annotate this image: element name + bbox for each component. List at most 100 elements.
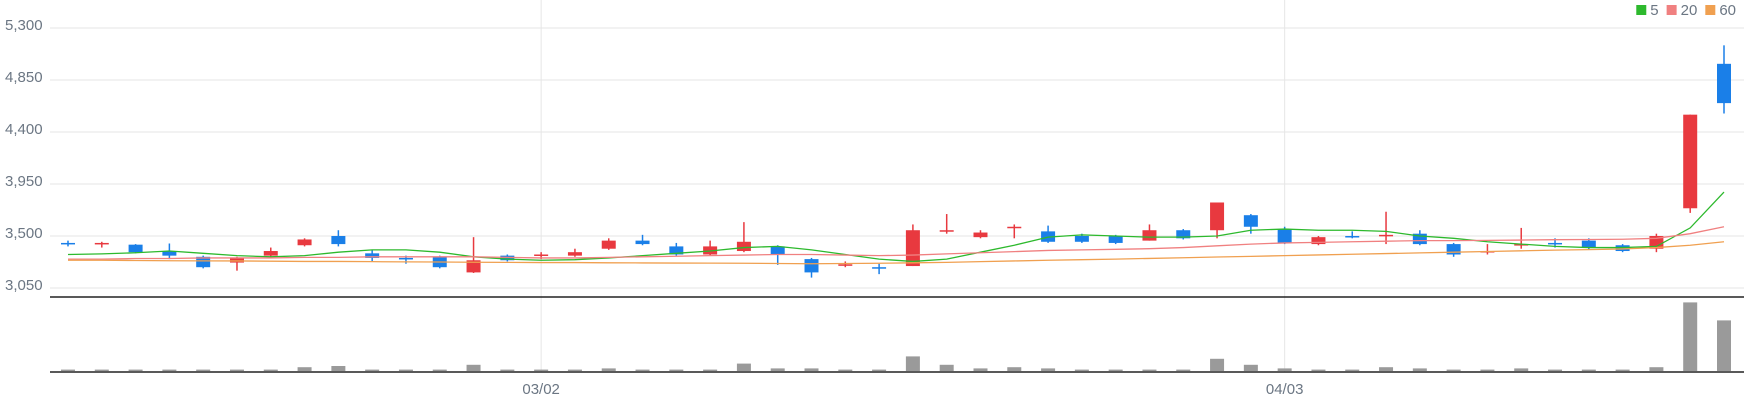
candle-body	[398, 257, 413, 260]
legend-swatch	[1705, 5, 1716, 15]
candle-body	[601, 240, 616, 249]
volume-bar	[804, 368, 819, 371]
candle-body	[466, 260, 481, 273]
volume-bar	[94, 369, 109, 371]
candle-body	[736, 241, 751, 252]
y-tick-label: 3,050	[5, 277, 43, 294]
volume-bar	[61, 369, 75, 371]
candle-body	[973, 232, 988, 238]
candle-body	[905, 230, 920, 267]
candle-body	[1210, 202, 1225, 231]
y-tick-label: 5,300	[5, 17, 43, 34]
volume-bar	[297, 367, 312, 371]
volume-bar	[500, 369, 515, 371]
y-tick-label: 3,950	[5, 173, 43, 190]
candle-body	[61, 242, 75, 245]
x-tick-label: 04/03	[1266, 381, 1304, 398]
volume-bar	[331, 366, 346, 371]
candle-body	[1277, 229, 1292, 243]
candle-body	[1649, 236, 1664, 249]
candle-body	[331, 236, 346, 245]
candle-body	[669, 246, 684, 255]
candle-body	[635, 240, 650, 245]
volume-bar	[1311, 369, 1326, 371]
legend-swatch	[1636, 5, 1647, 15]
volume-bar	[1717, 320, 1731, 371]
volume-bar	[1379, 367, 1394, 371]
volume-bar	[365, 369, 380, 371]
volume-bar	[1514, 368, 1529, 371]
y-tick-label: 3,500	[5, 225, 43, 242]
candle-body	[1717, 63, 1731, 104]
candle-body	[1243, 215, 1258, 227]
candle-body	[1007, 226, 1022, 229]
candle-body	[263, 251, 278, 256]
volume-bar	[1007, 367, 1022, 371]
candle-body	[128, 244, 143, 253]
candle-body	[1311, 237, 1326, 245]
volume-bar	[1683, 302, 1698, 371]
volume-bar	[770, 368, 785, 371]
ma-line	[68, 241, 1725, 265]
volume-bar	[567, 369, 582, 371]
volume-bar	[1615, 369, 1630, 371]
volume-bar	[905, 356, 920, 371]
volume-bar	[1480, 369, 1495, 371]
candle-body	[1142, 230, 1157, 241]
volume-bar	[1108, 369, 1123, 371]
volume-bar	[1412, 368, 1427, 371]
volume-bar	[534, 369, 549, 371]
x-tick-label: 03/02	[522, 381, 560, 398]
candle-body	[1074, 236, 1089, 242]
candle-body	[1176, 230, 1191, 239]
volume-bar	[398, 369, 413, 371]
volume-bar	[601, 368, 616, 371]
volume-bar	[838, 369, 853, 371]
candle-body	[229, 257, 244, 263]
candle-body	[365, 253, 380, 258]
candle-body	[1345, 236, 1360, 238]
candle-body	[804, 259, 819, 273]
volume-bar	[973, 368, 988, 371]
volume-bar	[1176, 369, 1191, 371]
volume-bar	[1277, 368, 1292, 371]
candle-body	[94, 242, 109, 245]
volume-bar	[196, 369, 211, 371]
volume-bar	[1142, 369, 1157, 371]
candle-body	[196, 256, 211, 268]
volume-bar	[1041, 368, 1056, 371]
candle-body	[838, 264, 853, 266]
candle-body	[939, 230, 954, 232]
legend-label: 5	[1650, 2, 1658, 19]
volume-bar	[703, 369, 718, 371]
ma-line	[68, 226, 1725, 260]
volume-bar	[1210, 358, 1225, 371]
y-tick-label: 4,850	[5, 69, 43, 86]
candle-body	[1379, 234, 1394, 237]
legend-label: 60	[1719, 2, 1736, 19]
volume-bar	[1548, 369, 1563, 371]
y-tick-label: 4,400	[5, 121, 43, 138]
volume-bar	[736, 363, 751, 371]
candle-body	[1446, 244, 1461, 255]
candle-body	[534, 254, 549, 256]
volume-bar	[229, 369, 244, 371]
legend-swatch	[1666, 5, 1677, 15]
volume-bar	[162, 369, 177, 371]
candle-body	[1514, 244, 1529, 246]
candle-body	[1108, 236, 1123, 243]
candle-body	[1548, 242, 1563, 245]
volume-bar	[872, 369, 887, 371]
volume-bar	[1446, 369, 1461, 371]
candle-body	[770, 246, 785, 255]
candle-body	[567, 252, 582, 256]
candle-body	[872, 267, 887, 269]
candle-body	[1683, 114, 1698, 209]
volume-bar	[1243, 364, 1258, 371]
candle-body	[1412, 233, 1427, 245]
candle-body	[1581, 240, 1596, 248]
volume-bar	[669, 369, 684, 371]
volume-bar	[263, 369, 278, 371]
volume-bar	[128, 369, 143, 371]
volume-bar	[1345, 369, 1360, 371]
